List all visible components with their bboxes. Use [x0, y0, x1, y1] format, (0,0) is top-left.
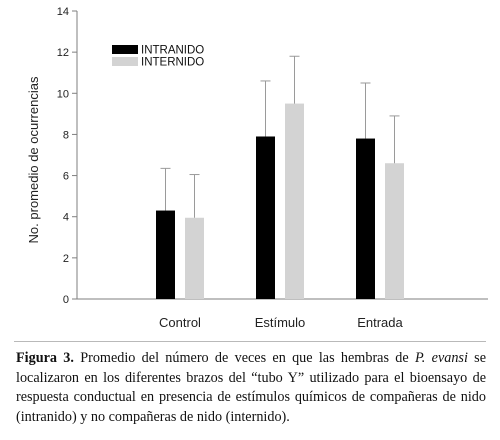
bar-chart: 0 2 4 6 8 10 12 14 Control Estímulo Entrada INTRAN…	[26, 6, 488, 330]
y-tick-label: 10	[57, 88, 69, 100]
y-tick-label: 6	[63, 171, 69, 183]
caption-label: Figura 3.	[16, 350, 74, 366]
x-category-label: Estímulo	[255, 315, 306, 330]
legend-swatch-intranido	[112, 45, 138, 54]
y-tick-label: 8	[63, 129, 69, 141]
legend-label-internido: INTERNIDO	[141, 57, 204, 69]
y-axis-title: No. promedio de ocurrencias	[26, 76, 41, 243]
legend-swatch-internido	[112, 57, 138, 66]
y-tick-label: 2	[63, 253, 69, 265]
bar-internido	[185, 217, 204, 299]
x-category-label: Control	[159, 315, 201, 330]
chart-bars	[156, 55, 404, 299]
bar-intranido	[156, 210, 175, 299]
y-tick-label: 12	[57, 47, 69, 59]
bar-internido	[385, 163, 404, 299]
legend-label-intranido: INTRANIDO	[141, 45, 204, 57]
caption-text-after: se localizaron en los diferentes brazos …	[16, 350, 487, 425]
bar-intranido	[256, 136, 275, 299]
figure-caption: Figura 3. Promedio del número de veces e…	[16, 349, 486, 427]
x-category-label: Entrada	[357, 315, 403, 330]
chart-axes: 0 2 4 6 8 10 12 14 Control Estímulo Entrada	[57, 6, 488, 330]
y-tick-label: 4	[63, 212, 69, 224]
bar-internido	[285, 103, 304, 299]
y-tick-label: 0	[63, 294, 69, 306]
caption-text-before: Promedio del número de veces en que las …	[73, 350, 415, 366]
y-tick-label: 14	[57, 6, 69, 18]
caption-species: P. evansi	[414, 350, 468, 366]
caption-divider	[14, 341, 486, 342]
bar-intranido	[356, 138, 375, 299]
